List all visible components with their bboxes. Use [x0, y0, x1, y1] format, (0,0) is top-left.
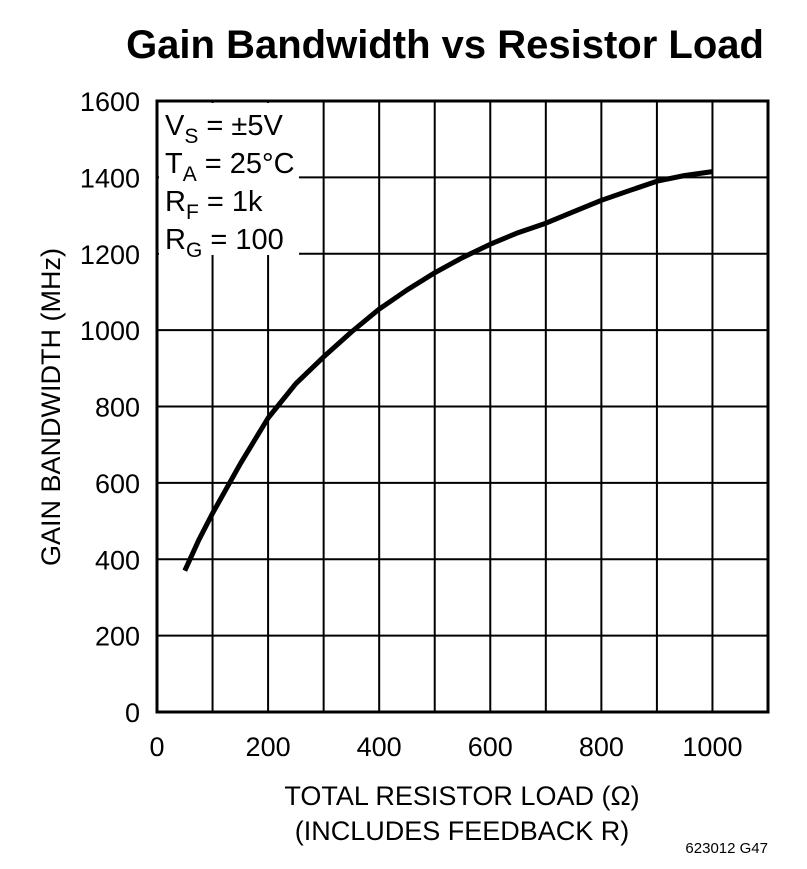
- y-tick-label: 0: [125, 698, 140, 728]
- condition-2: RF = 1k: [165, 186, 263, 224]
- x-tick-label: 0: [149, 732, 164, 762]
- x-tick-label: 1000: [682, 732, 742, 762]
- x-axis-label: TOTAL RESISTOR LOAD (Ω): [284, 781, 639, 811]
- y-tick-label: 200: [95, 622, 140, 652]
- y-tick-label: 600: [95, 469, 140, 499]
- x-tick-label: 600: [468, 732, 513, 762]
- x-tick-label: 400: [357, 732, 402, 762]
- figure-code: 623012 G47: [685, 840, 768, 857]
- y-tick-label: 800: [95, 393, 140, 423]
- chart-title: Gain Bandwidth vs Resistor Load: [126, 23, 764, 67]
- y-axis-label: GAIN BANDWIDTH (MHz): [36, 248, 66, 566]
- y-tick-label: 1400: [80, 163, 140, 193]
- legend-background: [159, 103, 299, 255]
- x-axis-label-2: (INCLUDES FEEDBACK R): [295, 816, 630, 846]
- plot-frame: [155, 99, 770, 714]
- condition-0: VS = ±5V: [165, 110, 283, 148]
- condition-1: TA = 25°C: [165, 148, 295, 186]
- y-tick-label: 1600: [80, 87, 140, 117]
- condition-3: RG = 100: [165, 224, 284, 262]
- y-tick-label: 1000: [80, 316, 140, 346]
- y-tick-label: 1200: [80, 240, 140, 270]
- x-tick-label: 800: [579, 732, 624, 762]
- x-tick-label: 200: [246, 732, 291, 762]
- y-tick-label: 400: [95, 545, 140, 575]
